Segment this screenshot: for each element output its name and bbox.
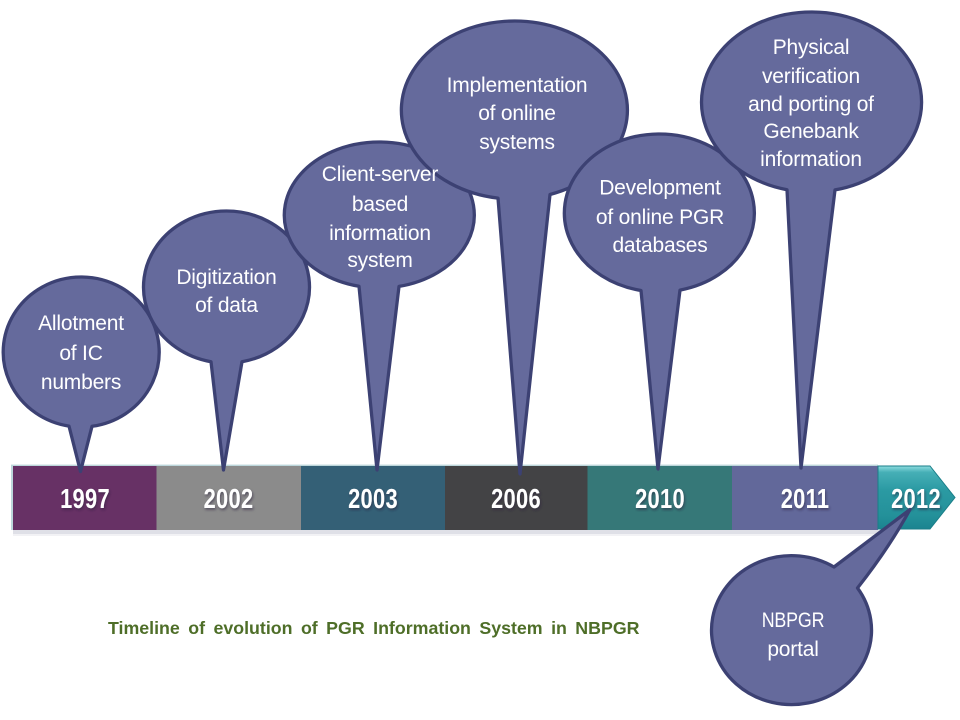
svg-text:Physical: Physical <box>773 36 850 59</box>
svg-text:of data: of data <box>195 294 258 317</box>
svg-text:of online: of online <box>478 102 556 125</box>
svg-text:Development: Development <box>599 177 721 200</box>
svg-text:systems: systems <box>479 131 555 154</box>
svg-text:and porting of: and porting of <box>748 93 874 116</box>
svg-text:of online PGR: of online PGR <box>596 206 724 229</box>
svg-text:verification: verification <box>762 65 860 88</box>
svg-text:of IC: of IC <box>59 342 102 365</box>
svg-text:1997: 1997 <box>60 483 110 514</box>
svg-text:2006: 2006 <box>491 483 541 514</box>
svg-text:Implementation: Implementation <box>447 74 588 97</box>
svg-text:Digitization: Digitization <box>176 266 276 289</box>
svg-text:2002: 2002 <box>204 483 254 514</box>
svg-text:2012: 2012 <box>891 483 941 514</box>
svg-text:system: system <box>347 249 412 272</box>
svg-text:Timeline of evolution of PGR I: Timeline of evolution of PGR Information… <box>108 618 640 638</box>
svg-text:2010: 2010 <box>635 483 685 514</box>
svg-text:based: based <box>352 193 408 216</box>
svg-text:2003: 2003 <box>348 483 398 514</box>
svg-text:portal: portal <box>767 638 818 661</box>
svg-text:numbers: numbers <box>41 371 121 394</box>
svg-text:information: information <box>329 222 431 245</box>
svg-text:information: information <box>760 148 862 171</box>
svg-text:2011: 2011 <box>781 483 830 514</box>
svg-text:Genebank: Genebank <box>763 120 859 143</box>
svg-text:NBPGR: NBPGR <box>762 609 825 633</box>
svg-text:Allotment: Allotment <box>38 312 124 335</box>
svg-text:databases: databases <box>612 234 707 257</box>
svg-text:Client-server: Client-server <box>322 163 439 186</box>
